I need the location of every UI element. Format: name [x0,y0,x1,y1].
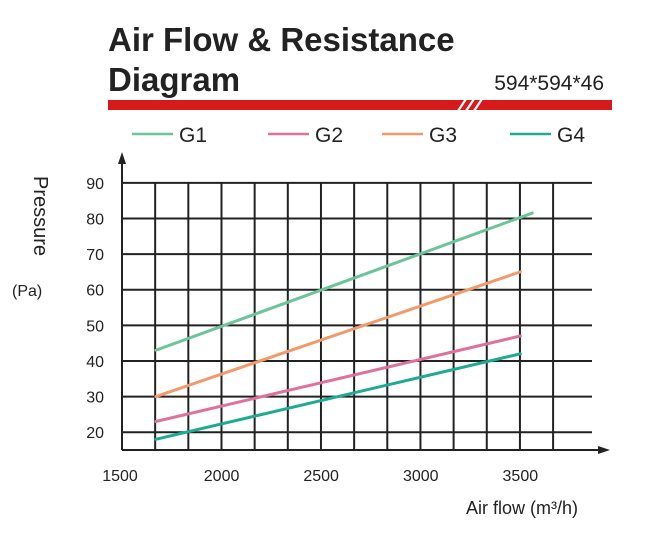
y-tick-label: 20 [86,425,104,442]
x-axis-arrow [598,446,610,454]
y-tick-label: 90 [86,176,104,193]
y-axis-arrow [118,152,126,164]
model-size-label: 594*594*46 [494,72,604,95]
legend: G1 G2 G3 G4 [132,124,585,147]
chart-title: Air Flow & Resistance Diagram [108,20,455,100]
title-line-1: Air Flow & Resistance [108,21,455,58]
y-axis-unit: (Pa) [12,283,43,300]
title-bar-slashes [457,98,483,112]
x-tick-label: 3500 [503,468,539,485]
tick-labels: 20 30 40 50 60 70 80 90 1500 2000 2500 3000 3500 [86,176,538,485]
title-line-2: Diagram [108,61,241,98]
series-line-g4 [154,352,522,441]
series-lines [154,211,534,441]
series-line-g1 [154,211,534,352]
y-tick-label: 70 [86,247,104,264]
grid [122,181,592,450]
legend-label-g3: G3 [429,124,457,147]
y-tick-label: 50 [86,318,104,335]
x-tick-label: 1500 [102,468,138,485]
title-red-bar [108,100,612,110]
y-tick-label: 60 [86,283,104,300]
y-tick-label: 30 [86,390,104,407]
series-line-g3 [154,270,522,399]
x-tick-label: 2000 [204,468,240,485]
axes [118,152,610,454]
x-tick-label: 3000 [403,468,439,485]
y-tick-label: 40 [86,354,104,371]
series-line-g2 [154,334,522,423]
y-axis-label: Pressure [29,176,51,257]
legend-label-g4: G4 [557,124,585,147]
y-tick-label: 80 [86,211,104,228]
x-axis-label: Air flow (m³/h) [466,498,578,518]
legend-label-g1: G1 [179,124,207,147]
x-tick-label: 2500 [303,468,339,485]
legend-label-g2: G2 [315,124,343,147]
